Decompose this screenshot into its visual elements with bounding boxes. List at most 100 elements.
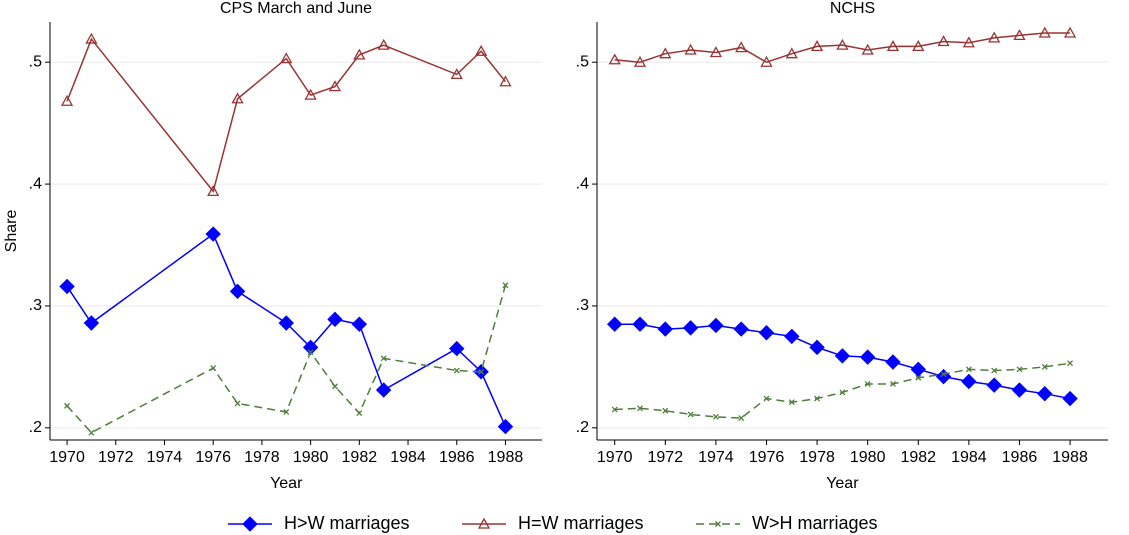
data-point — [1067, 360, 1074, 367]
data-point — [85, 32, 98, 44]
data-point — [637, 405, 643, 412]
x-tick-label: 1982 — [342, 449, 378, 466]
y-tick-label: .2 — [29, 419, 42, 436]
x-tick-label: 1984 — [951, 449, 987, 466]
legend-label: H>W marriages — [284, 513, 410, 533]
data-point — [991, 367, 998, 374]
data-point — [302, 339, 319, 356]
data-point — [328, 80, 342, 92]
data-point — [88, 429, 95, 436]
data-point — [229, 283, 246, 300]
data-point — [608, 53, 621, 65]
data-point — [83, 315, 100, 331]
data-point — [814, 395, 821, 402]
panel-title: CPS March and June — [220, 0, 372, 17]
data-point — [687, 411, 694, 418]
x-tick-label: 1976 — [195, 449, 231, 466]
data-point — [962, 36, 975, 48]
x-tick-label: 1988 — [1052, 449, 1088, 466]
x-tick-label: 1982 — [900, 449, 936, 466]
data-point — [1041, 363, 1048, 370]
y-tick-label: .4 — [576, 175, 589, 192]
data-point — [935, 368, 952, 385]
data-point — [207, 185, 220, 197]
data-point — [662, 407, 669, 414]
y-tick-label: .4 — [29, 175, 42, 192]
series-line — [614, 362, 1071, 419]
data-point — [475, 44, 488, 56]
x-tick-label: 1980 — [293, 449, 329, 466]
data-point — [633, 55, 647, 67]
data-point — [1016, 366, 1023, 373]
data-point — [280, 52, 293, 64]
data-point — [377, 38, 390, 50]
x-tick-label: 1980 — [850, 449, 886, 466]
data-point — [760, 55, 773, 67]
data-point — [499, 75, 512, 87]
data-point — [632, 316, 648, 332]
data-point — [1037, 385, 1053, 402]
y-tick-label: .3 — [29, 297, 42, 314]
data-point — [332, 383, 338, 390]
data-point — [304, 88, 317, 100]
data-point — [859, 349, 876, 365]
data-point — [708, 317, 724, 334]
data-point — [940, 371, 947, 378]
x-tick-label: 1986 — [439, 449, 475, 466]
y-tick-label: .5 — [576, 53, 589, 70]
data-point — [502, 282, 509, 289]
data-point — [834, 348, 851, 364]
data-point — [890, 380, 896, 387]
data-point — [684, 43, 697, 55]
x-tick-label: 1978 — [244, 449, 280, 466]
legend-marker — [715, 521, 721, 527]
data-point — [785, 47, 798, 59]
data-point — [735, 41, 748, 53]
x-tick-label: 1972 — [648, 449, 684, 466]
x-tick-label: 1978 — [799, 449, 835, 466]
y-tick-label: .2 — [576, 419, 589, 436]
data-point — [60, 94, 74, 106]
x-tick-label: 1988 — [488, 449, 524, 466]
legend-marker — [477, 517, 491, 529]
data-point — [965, 366, 972, 373]
data-point — [788, 399, 795, 406]
data-point — [864, 380, 871, 387]
y-tick-label: .5 — [29, 53, 42, 70]
data-point — [353, 48, 366, 60]
x-tick-label: 1986 — [1002, 449, 1038, 466]
data-point — [478, 368, 485, 375]
x-tick-label: 1974 — [698, 449, 734, 466]
data-point — [988, 31, 1001, 43]
series-line — [66, 232, 507, 427]
data-point — [278, 315, 294, 331]
legend-marker — [242, 516, 258, 532]
data-point — [234, 400, 241, 407]
y-axis-label: Share — [3, 210, 20, 253]
panel-title: NCHS — [830, 0, 875, 17]
data-point — [861, 43, 874, 55]
data-point — [356, 410, 363, 417]
data-point — [810, 40, 824, 52]
data-point — [709, 46, 723, 58]
data-point — [986, 377, 1002, 393]
data-point — [809, 339, 825, 356]
data-point — [351, 316, 368, 332]
data-point — [1011, 382, 1028, 398]
data-point — [758, 325, 775, 341]
data-point — [836, 38, 849, 50]
data-point — [937, 35, 950, 47]
data-point — [839, 389, 846, 396]
y-tick-label: .3 — [576, 297, 589, 314]
data-point — [915, 374, 922, 381]
data-point — [64, 402, 71, 409]
data-point — [738, 415, 745, 422]
data-point — [784, 328, 800, 345]
data-point — [733, 321, 749, 337]
data-point — [961, 373, 977, 390]
data-point — [1063, 26, 1077, 38]
x-axis-label: Year — [826, 475, 859, 492]
data-point — [307, 349, 314, 356]
data-point — [205, 226, 221, 242]
